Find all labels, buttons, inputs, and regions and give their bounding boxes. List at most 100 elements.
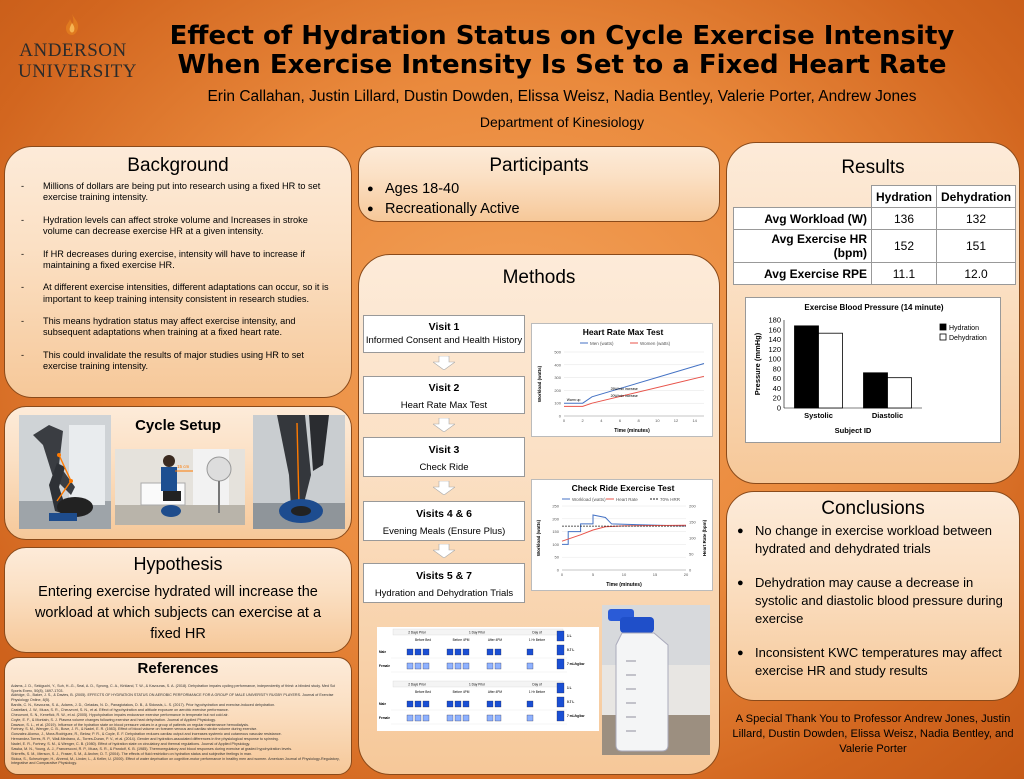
list-item: Hydration levels can affect stroke volum…: [15, 215, 339, 237]
logo-text: ANDERSON UNIVERSITY: [18, 40, 137, 82]
chart-checkride: Check Ride Exercise Test Workload (watts)…: [536, 483, 707, 588]
y-tick-label: 150: [552, 529, 559, 534]
department: Department of Kinesiology: [479, 114, 645, 130]
reference-item: Gonzalez-Alonso, J., Mora-Rodriguez, R.,…: [11, 732, 282, 737]
water-cup-icon: [486, 714, 494, 722]
y-tick-label: 180: [768, 316, 781, 325]
series-line: [562, 514, 687, 545]
step-desc: Informed Consent and Health History: [365, 335, 523, 346]
conclusions-panel: Conclusions No change in exercise worklo…: [726, 491, 1020, 701]
water-cup-icon: [446, 648, 454, 656]
y-axis-label: Workload (watts): [537, 365, 542, 402]
reference-item: Coyle, E. F., & Montain, S. J. Plasma vo…: [11, 717, 216, 722]
y-tick-label: 100: [554, 401, 561, 406]
conclusions-list: No change in exercise workload between h…: [737, 522, 1011, 680]
y-tick-label: 50: [555, 555, 560, 560]
water-cup-icon: [414, 648, 422, 656]
list-item: Inconsistent KWC temperatures may affect…: [737, 644, 1011, 680]
water-cup-icon: [556, 696, 565, 708]
background-panel: Background Millions of dollars are being…: [4, 146, 352, 398]
y-tick-label: 100: [552, 542, 559, 547]
results-title: Results: [841, 157, 905, 178]
water-cup-icon: [526, 700, 534, 708]
water-cup-icon: [494, 662, 502, 670]
arrow-down-icon: [433, 544, 455, 558]
water-cup-icon: [462, 648, 470, 656]
arrow-down-icon: [433, 356, 455, 370]
x-axis-label: Subject ID: [835, 426, 872, 435]
table-header-cell: 2 Days Prior: [408, 682, 426, 686]
water-cup-icon: [406, 714, 414, 722]
cycle-photo-rider: 15 cm: [115, 449, 245, 525]
water-cup-icon: [422, 648, 430, 656]
water-cup-icon: [454, 714, 462, 722]
cycle-setup-title: Cycle Setup: [135, 417, 221, 434]
series-line: [561, 524, 687, 542]
table-header-cell: After 4PM: [488, 690, 503, 694]
legend-label: Workload (watts): [572, 497, 606, 502]
legend-swatch: [939, 333, 947, 341]
list-item: Ages 18-40: [367, 179, 520, 199]
reference-item: Dawson, S. L., et al. (2019). Influence …: [11, 722, 249, 727]
hydration-protocol-table: 2 Days Prior 1 Day Prior Day of Before Bed B…: [377, 627, 599, 731]
results-table: Hydration Dehydration Avg Workload (W) 1…: [733, 185, 1017, 285]
water-cup-icon: [454, 662, 462, 670]
y-tick-label: 120: [768, 345, 781, 354]
x-tick-label: 15: [653, 572, 658, 577]
legend-label: Hydration: [949, 325, 979, 332]
water-cup-icon: [462, 714, 470, 722]
table-row: Avg Workload (W) 136 132: [733, 207, 1017, 230]
chart-checkride-container: Check Ride Exercise Test Workload (watts)…: [531, 479, 713, 591]
step-desc: Hydration and Dehydration Trials: [374, 588, 514, 599]
table-row-label: Female: [379, 664, 390, 668]
reference-item: Aldridge, G., Baker, J. S., & Davies, B.…: [11, 693, 334, 703]
step-title: Visits 5 & 7: [416, 570, 472, 582]
series-line: [564, 375, 705, 407]
x-axis-label: Time (minutes): [606, 582, 642, 588]
y-tick-label: 400: [554, 362, 561, 367]
reference-item: Hernandez-Torres, R. P., Wall-Medrano, A…: [11, 737, 279, 742]
table-cell: Avg Exercise RPE: [733, 262, 872, 285]
table-header-row: Hydration Dehydration: [734, 185, 1017, 208]
reference-item: Bardis, C. N., Kavouras, S. A., Adams, J…: [11, 702, 276, 707]
table-header-cell: Dehydration: [936, 185, 1017, 208]
legend-label: 1 L: [567, 686, 572, 690]
y-tick-label: 300: [554, 375, 561, 380]
x-tick-label: 14: [692, 418, 697, 423]
list-item: Dehydration may cause a decrease in syst…: [737, 574, 1011, 628]
step-desc: Heart Rate Max Test: [400, 400, 488, 411]
references-list: Adams, J. D., Sekiguchi, Y., Suh, H.-G.,…: [11, 684, 345, 766]
legend-label: 70% HRR: [660, 497, 681, 502]
participants-panel: Participants Ages 18-40 Recreationally A…: [358, 146, 720, 222]
y-tick-label: 250: [552, 504, 559, 509]
background-title: Background: [127, 155, 229, 176]
legend-swatch: [939, 323, 947, 331]
step-title: Visit 3: [428, 444, 460, 456]
table-header-cell: 1 Hr Before: [529, 638, 546, 642]
method-step-5: Visits 5 & 7 Hydration and Dehydration T…: [363, 563, 525, 603]
reference-item: Nadel, E. R., Fortney, S. M., & Wenger, …: [11, 742, 251, 747]
legend-label: Heart Rate: [616, 497, 638, 502]
bar: [818, 332, 843, 409]
table-cell: 151: [936, 229, 1017, 263]
arrow-down-icon: [433, 481, 455, 495]
reference-item: Sawka, M. N., Young, A. J., Francesconi,…: [11, 746, 293, 751]
references-panel: References Adams, J. D., Sekiguchi, Y., …: [4, 657, 352, 775]
legend-label: 1 L: [567, 634, 572, 638]
water-cup-icon: [462, 662, 470, 670]
x-tick-label: Diastolic: [872, 411, 903, 420]
chart-title: Heart Rate Max Test: [583, 327, 664, 337]
y2-tick-label: 200: [689, 504, 696, 509]
x-tick-label: Systolic: [804, 411, 833, 420]
table-header-cell: Before 4PM: [453, 690, 470, 694]
hypothesis-text: Entering exercise hydrated will increase…: [34, 584, 322, 642]
x-tick-label: 2: [582, 418, 585, 423]
reference-item: Castellani, J. W., Muza, S. R., Cheuvron…: [11, 707, 229, 712]
y-axis-label: Pressure (mmHg): [753, 332, 762, 395]
x-tick-label: 10: [622, 572, 627, 577]
x-tick-label: 4: [600, 418, 603, 423]
y-tick-label: 80: [773, 364, 781, 373]
x-tick-label: 20: [684, 572, 689, 577]
title-line-1: Effect of Hydration Status on Cycle Exer…: [169, 21, 955, 51]
table-cell: 11.1: [870, 262, 938, 285]
